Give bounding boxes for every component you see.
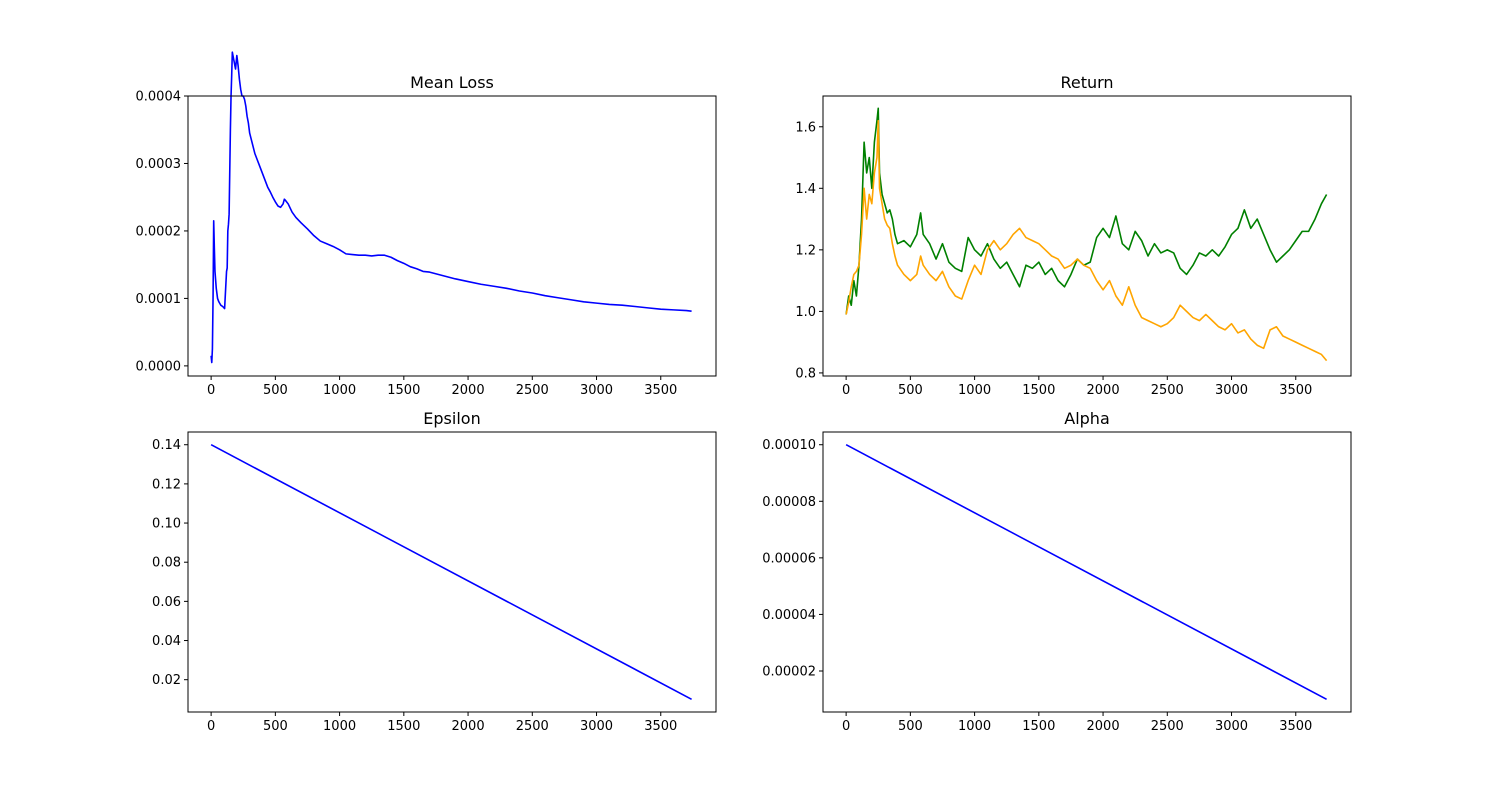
y-tick-label: 0.0002 (136, 224, 182, 239)
x-tick-label: 2500 (516, 719, 549, 734)
x-tick-label: 0 (207, 383, 215, 398)
x-tick-label: 2000 (452, 719, 485, 734)
y-tick-label: 0.00006 (762, 551, 816, 566)
y-tick-label: 0.00008 (762, 495, 816, 510)
x-tick-label: 2000 (1087, 383, 1120, 398)
chart-title: Return (1060, 73, 1113, 92)
x-tick-label: 3000 (1215, 719, 1248, 734)
series-line-0 (210, 51, 692, 364)
series-line-0 (845, 107, 1328, 315)
x-tick-label: 3500 (644, 719, 677, 734)
panel-epsilon: Epsilon 0 500 1000 1500 2000 2500 3000 3500 0.02 0… (152, 409, 717, 734)
y-tick-label: 0.12 (152, 477, 181, 492)
y-tick-label: 0.04 (152, 634, 181, 649)
x-tick-label: 1000 (323, 719, 356, 734)
x-tick-label: 1000 (958, 719, 991, 734)
series-line-0 (845, 444, 1327, 700)
x-tick-label: 1000 (323, 383, 356, 398)
x-tick-label: 3000 (580, 383, 613, 398)
x-tick-label: 1500 (1022, 719, 1055, 734)
y-tick-label: 0.06 (152, 595, 181, 610)
y-tick-label: 0.08 (152, 556, 181, 571)
x-tick-label: 3000 (580, 719, 613, 734)
x-tick-label: 1500 (1022, 383, 1055, 398)
x-tick-label: 0 (842, 719, 850, 734)
x-tick-label: 2500 (1151, 719, 1184, 734)
y-tick-label: 0.10 (152, 517, 181, 532)
y-tick-label: 0.0003 (136, 157, 182, 172)
panel-mean-loss: Mean Loss 0 500 1000 1500 2000 2500 3000 3500 0.0… (136, 51, 717, 398)
x-tick-label: 3000 (1215, 383, 1248, 398)
x-tick-label: 3500 (1279, 719, 1312, 734)
x-tick-label: 500 (263, 383, 288, 398)
panel-alpha: Alpha 0 500 1000 1500 2000 2500 3000 3500 0.00002… (762, 409, 1352, 734)
y-tick-label: 0.0004 (136, 90, 182, 105)
chart-title: Epsilon (423, 409, 480, 428)
x-tick-label: 500 (263, 719, 288, 734)
x-tick-label: 500 (898, 383, 923, 398)
chart-title: Mean Loss (410, 73, 494, 92)
x-tick-label: 0 (207, 719, 215, 734)
x-tick-label: 0 (842, 383, 850, 398)
y-tick-label: 0.00002 (762, 664, 816, 679)
y-tick-label: 1.4 (795, 182, 816, 197)
series-line-1 (845, 119, 1328, 362)
y-tick-label: 0.14 (152, 438, 181, 453)
y-tick-label: 0.02 (152, 673, 181, 688)
chart-title: Alpha (1064, 409, 1110, 428)
x-tick-label: 1500 (387, 719, 420, 734)
plot-frame (187, 95, 717, 377)
y-tick-label: 0.00004 (762, 608, 816, 623)
x-tick-label: 3500 (1279, 383, 1312, 398)
series-line-0 (210, 444, 692, 700)
x-tick-label: 2500 (1151, 383, 1184, 398)
x-tick-label: 2000 (452, 383, 485, 398)
y-tick-label: 1.2 (795, 243, 816, 258)
plot-frame (822, 95, 1352, 377)
x-tick-label: 1000 (958, 383, 991, 398)
x-tick-label: 2000 (1087, 719, 1120, 734)
y-tick-label: 0.0001 (136, 292, 182, 307)
y-tick-label: 1.0 (795, 305, 816, 320)
y-tick-label: 1.6 (795, 120, 816, 135)
y-tick-label: 0.8 (795, 366, 816, 381)
panel-return: Return 0 500 1000 1500 2000 2500 3000 3500 0.8 1.0… (795, 73, 1352, 398)
x-tick-label: 2500 (516, 383, 549, 398)
y-tick-label: 0.00010 (762, 438, 816, 453)
x-tick-label: 500 (898, 719, 923, 734)
x-tick-label: 3500 (644, 383, 677, 398)
x-tick-label: 1500 (387, 383, 420, 398)
plot-frame (822, 431, 1352, 713)
y-tick-label: 0.0000 (136, 359, 182, 374)
plot-frame (187, 431, 717, 713)
